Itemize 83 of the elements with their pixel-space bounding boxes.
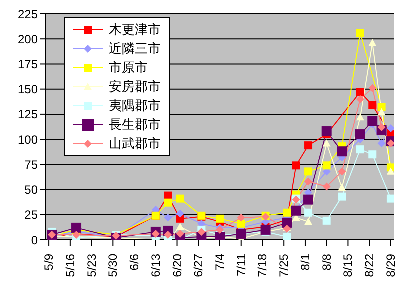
x-tick-label: 6/27: [192, 254, 206, 278]
point: [176, 210, 184, 218]
x-tick-label: 7/11: [234, 254, 248, 276]
y-tick-label: 50: [24, 183, 38, 198]
point: [164, 230, 172, 239]
point: [338, 192, 346, 201]
point: [237, 214, 246, 222]
x-tick-label: 5/30: [106, 254, 120, 278]
point: [378, 103, 386, 112]
y-tick-label: 225: [18, 7, 38, 22]
point: [283, 208, 292, 217]
point: [356, 88, 364, 96]
point: [304, 168, 313, 176]
y-tick-label: 175: [18, 57, 38, 72]
point: [282, 218, 292, 228]
point: [164, 198, 172, 207]
point: [356, 146, 364, 154]
point: [216, 214, 224, 223]
point: [386, 140, 394, 148]
y-tick-label: 100: [18, 132, 38, 147]
point: [322, 126, 332, 137]
point: [356, 29, 364, 38]
point: [237, 220, 246, 228]
point: [292, 162, 300, 170]
x-tick-label: 8/22: [362, 254, 377, 278]
point: [322, 140, 331, 147]
x-tick-label: 6/6: [128, 254, 142, 271]
y-tick-label: 75: [24, 158, 38, 172]
point: [304, 208, 313, 217]
point: [386, 194, 394, 203]
x-tick-label: 8/8: [320, 254, 334, 271]
point: [386, 124, 394, 133]
point: [338, 168, 346, 176]
y-tick-label: 150: [18, 82, 38, 97]
x-tick-label: 8/15: [341, 254, 356, 278]
y-tick-label: 200: [18, 32, 38, 46]
point: [164, 214, 172, 222]
point: [322, 162, 331, 170]
point: [368, 101, 377, 110]
point: [72, 222, 82, 233]
point: [176, 194, 184, 203]
x-tick-label: 7/18: [256, 254, 270, 278]
point: [322, 182, 331, 191]
point: [176, 222, 184, 230]
x-tick-label: 5/16: [63, 254, 78, 278]
point: [304, 142, 313, 150]
x-tick-label: 8/29: [384, 254, 398, 278]
x-tick-label: 7/4: [213, 254, 227, 271]
legend-label: 市原市: [109, 59, 148, 77]
point: [176, 230, 184, 238]
x-tick-label: 5/23: [84, 254, 99, 278]
point: [322, 216, 331, 225]
legend-label: 近隣三市: [109, 40, 161, 58]
y-tick-label: 0: [31, 233, 38, 248]
point: [304, 218, 313, 226]
point: [368, 39, 377, 46]
point: [386, 168, 394, 175]
legend-label: 木更津市: [109, 21, 161, 39]
point: [368, 84, 377, 92]
point: [378, 124, 386, 132]
point: [356, 95, 364, 104]
point: [356, 113, 364, 121]
point: [368, 150, 377, 159]
point: [368, 116, 378, 126]
point: [304, 178, 313, 186]
y-tick-label: 25: [24, 208, 38, 222]
legend-label: 長生郡市: [109, 116, 161, 134]
y-tick-label: 125: [18, 108, 38, 122]
x-tick-label: 8/1: [298, 254, 312, 271]
point: [338, 184, 346, 191]
x-tick-label: 5/9: [42, 254, 56, 271]
point: [304, 194, 314, 205]
x-tick-label: 7/25: [277, 254, 292, 278]
x-tick-label: 6/13: [148, 254, 163, 278]
legend-label: 山武郡市: [109, 135, 161, 153]
point: [355, 130, 366, 140]
x-tick-label: 6/20: [170, 254, 184, 278]
point: [378, 140, 386, 148]
point: [378, 108, 386, 116]
legend-label: 夷隅郡市: [109, 97, 161, 115]
point: [283, 232, 292, 240]
legend-label: 安房郡市: [109, 78, 161, 96]
point: [337, 146, 348, 157]
